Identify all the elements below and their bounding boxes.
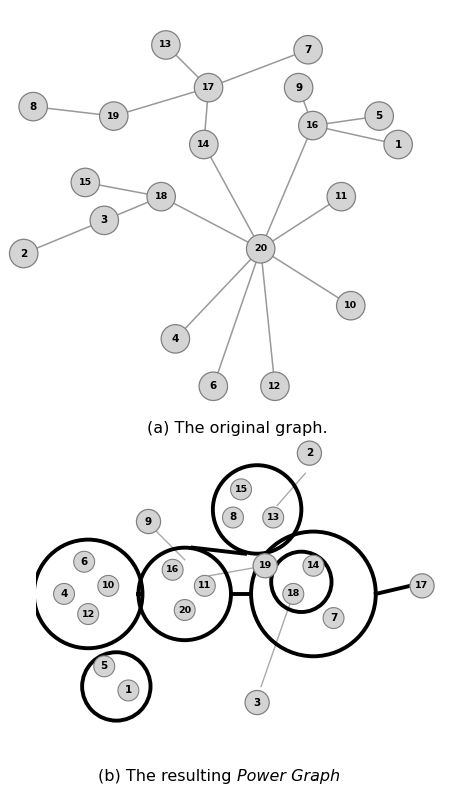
Circle shape [199, 372, 228, 401]
Circle shape [222, 507, 244, 528]
Text: 18: 18 [287, 589, 300, 598]
Text: 11: 11 [198, 582, 211, 590]
Text: 3: 3 [100, 216, 108, 225]
Text: 12: 12 [268, 382, 282, 391]
Text: 18: 18 [155, 192, 168, 201]
Circle shape [253, 554, 277, 578]
Text: 15: 15 [235, 485, 247, 493]
Text: 16: 16 [166, 565, 179, 575]
Text: 9: 9 [295, 83, 302, 93]
Text: 6: 6 [81, 556, 88, 567]
Text: 3: 3 [254, 697, 261, 708]
Circle shape [73, 551, 95, 572]
Circle shape [54, 583, 74, 604]
Text: 15: 15 [79, 178, 92, 187]
Text: 13: 13 [267, 513, 280, 522]
Circle shape [94, 656, 115, 677]
Circle shape [137, 509, 161, 534]
Circle shape [19, 92, 47, 121]
Circle shape [410, 574, 434, 598]
Circle shape [100, 102, 128, 131]
Circle shape [98, 575, 119, 597]
Text: 8: 8 [29, 102, 37, 112]
Text: 20: 20 [178, 605, 191, 615]
Text: 6: 6 [210, 381, 217, 391]
Circle shape [190, 131, 218, 159]
Circle shape [118, 680, 139, 701]
Text: 8: 8 [229, 512, 237, 523]
Text: 4: 4 [172, 334, 179, 344]
Circle shape [297, 441, 321, 465]
Circle shape [152, 31, 180, 59]
Text: 19: 19 [107, 112, 120, 120]
Text: Power Graph: Power Graph [237, 770, 340, 785]
Circle shape [194, 575, 215, 597]
Circle shape [337, 291, 365, 320]
Circle shape [71, 168, 100, 197]
Circle shape [9, 239, 38, 268]
Circle shape [261, 372, 289, 401]
Circle shape [90, 206, 118, 235]
Circle shape [327, 183, 356, 211]
Circle shape [283, 583, 304, 604]
Circle shape [323, 608, 344, 629]
Text: 11: 11 [335, 192, 348, 201]
Text: 10: 10 [344, 301, 357, 310]
Text: 1: 1 [394, 139, 402, 150]
Text: 5: 5 [375, 111, 383, 121]
Text: 14: 14 [197, 140, 210, 149]
Circle shape [384, 131, 412, 159]
Text: 14: 14 [307, 561, 320, 571]
Circle shape [365, 102, 393, 131]
Text: 9: 9 [145, 516, 152, 527]
Text: 1: 1 [125, 685, 132, 696]
Text: 12: 12 [82, 610, 95, 619]
Circle shape [303, 556, 324, 576]
Text: (b) The resulting: (b) The resulting [99, 770, 237, 785]
Text: 20: 20 [254, 244, 267, 253]
Circle shape [194, 73, 223, 102]
Circle shape [147, 183, 175, 211]
Text: 2: 2 [20, 249, 27, 259]
Text: (a) The original graph.: (a) The original graph. [146, 421, 328, 437]
Text: 4: 4 [60, 589, 68, 599]
Circle shape [161, 325, 190, 353]
Circle shape [299, 111, 327, 140]
Circle shape [162, 560, 183, 580]
Text: .: . [311, 770, 317, 785]
Text: 2: 2 [306, 448, 313, 458]
Text: 10: 10 [102, 582, 115, 590]
Circle shape [230, 478, 252, 500]
Circle shape [284, 73, 313, 102]
Text: 13: 13 [159, 40, 173, 50]
Text: 16: 16 [306, 121, 319, 130]
Text: 17: 17 [415, 582, 428, 590]
Circle shape [294, 35, 322, 64]
Text: 5: 5 [100, 661, 108, 671]
Text: 19: 19 [258, 561, 272, 571]
Circle shape [245, 690, 269, 715]
Circle shape [174, 600, 195, 620]
Circle shape [246, 235, 275, 263]
Circle shape [78, 604, 99, 625]
Circle shape [263, 507, 283, 528]
Text: 7: 7 [304, 45, 312, 55]
Text: 17: 17 [202, 83, 215, 92]
Text: 7: 7 [330, 613, 337, 623]
